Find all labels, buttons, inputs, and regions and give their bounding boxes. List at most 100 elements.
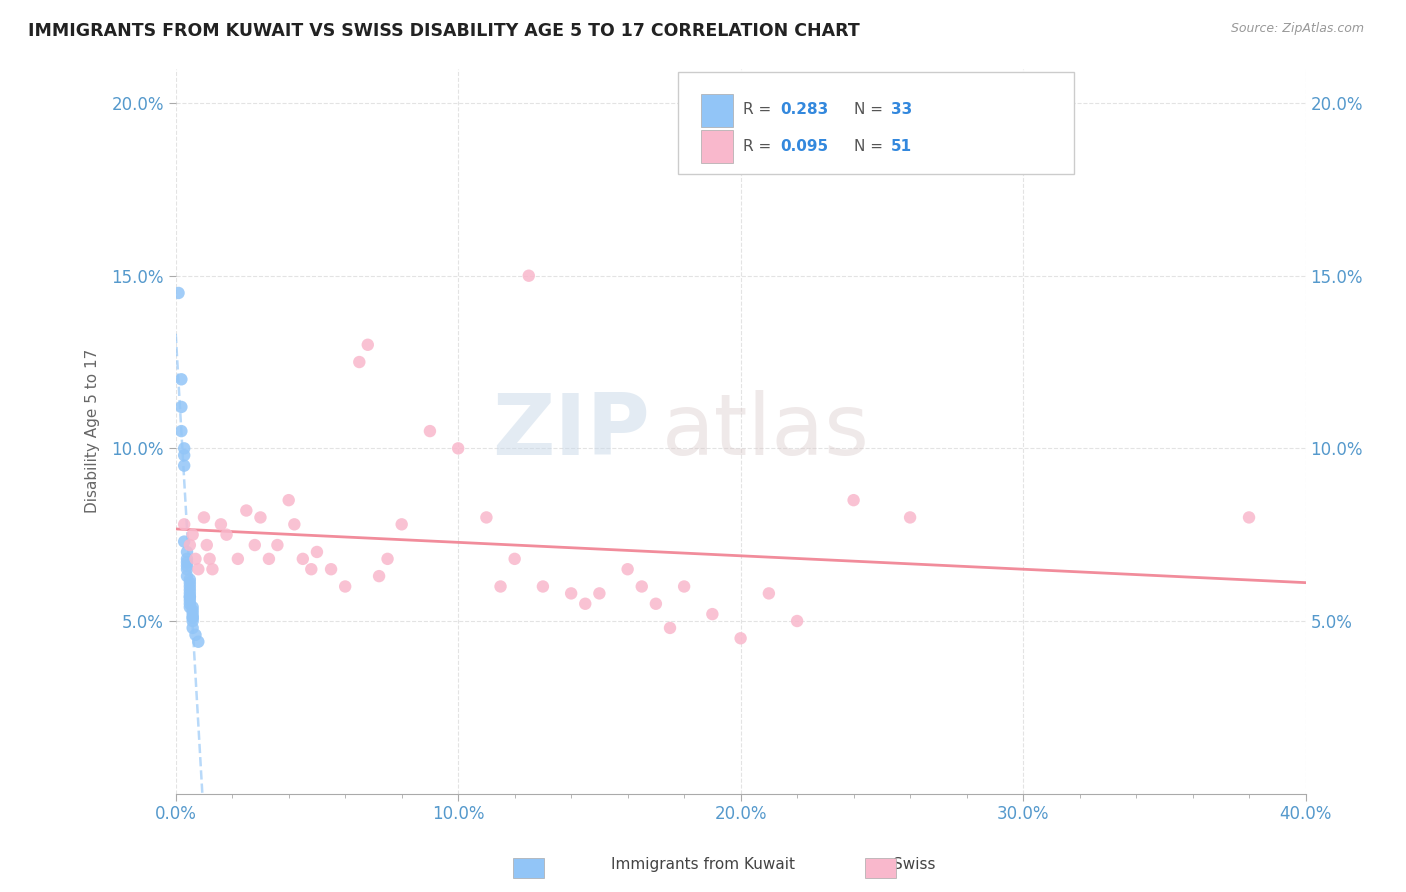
Point <box>357 338 380 352</box>
Point <box>673 579 696 593</box>
Point <box>179 597 201 611</box>
Point <box>179 573 201 587</box>
Point <box>305 545 328 559</box>
Text: Source: ZipAtlas.com: Source: ZipAtlas.com <box>1230 22 1364 36</box>
Text: 0.095: 0.095 <box>780 138 828 153</box>
Point <box>503 552 526 566</box>
Text: Swiss: Swiss <box>893 857 935 872</box>
Point <box>842 493 865 508</box>
Point <box>170 424 193 438</box>
FancyBboxPatch shape <box>679 72 1074 174</box>
Point <box>187 562 209 576</box>
Point <box>560 586 582 600</box>
Point <box>283 517 305 532</box>
Point <box>447 442 470 456</box>
Point <box>898 510 921 524</box>
Point <box>277 493 299 508</box>
FancyBboxPatch shape <box>702 94 733 127</box>
Point <box>201 562 224 576</box>
Text: Immigrants from Kuwait: Immigrants from Kuwait <box>612 857 794 872</box>
Point <box>176 555 198 569</box>
Point <box>179 538 201 552</box>
Point <box>226 552 249 566</box>
Y-axis label: Disability Age 5 to 17: Disability Age 5 to 17 <box>86 349 100 513</box>
Point <box>377 552 399 566</box>
Point <box>179 586 201 600</box>
Point <box>702 607 724 621</box>
Point <box>193 510 215 524</box>
Point <box>489 579 512 593</box>
Point <box>319 562 342 576</box>
Text: R =: R = <box>742 138 776 153</box>
Point <box>630 579 652 593</box>
Point <box>391 517 413 532</box>
Point <box>1237 510 1260 524</box>
Point <box>176 562 198 576</box>
Point <box>170 372 193 386</box>
Point <box>181 621 204 635</box>
Point <box>179 582 201 597</box>
Text: 51: 51 <box>891 138 912 153</box>
Point <box>187 634 209 648</box>
Point <box>588 586 610 600</box>
Point <box>179 593 201 607</box>
Text: ZIP: ZIP <box>492 390 650 473</box>
Point <box>176 545 198 559</box>
Point <box>179 576 201 591</box>
Point <box>179 590 201 604</box>
Point <box>184 628 207 642</box>
Point <box>181 527 204 541</box>
Text: N =: N = <box>853 103 887 118</box>
Point <box>243 538 266 552</box>
Point <box>170 400 193 414</box>
Point <box>176 552 198 566</box>
Point <box>475 510 498 524</box>
Point <box>173 534 195 549</box>
Point <box>644 597 666 611</box>
Point <box>173 448 195 462</box>
Point <box>659 621 682 635</box>
Point <box>574 597 596 611</box>
Point <box>181 607 204 621</box>
Point <box>266 538 288 552</box>
Point <box>173 442 195 456</box>
Point <box>173 458 195 473</box>
Point <box>368 569 391 583</box>
Point <box>176 558 198 573</box>
Point <box>181 610 204 624</box>
Point <box>349 355 371 369</box>
Point <box>176 569 198 583</box>
Point <box>291 552 314 566</box>
Point <box>181 600 204 615</box>
Point <box>184 552 207 566</box>
Point <box>209 517 232 532</box>
Point <box>215 527 238 541</box>
Point <box>730 632 752 646</box>
Point <box>167 285 190 300</box>
Point <box>181 614 204 628</box>
Text: 0.283: 0.283 <box>780 103 828 118</box>
Point <box>195 538 218 552</box>
Point <box>181 610 204 624</box>
FancyBboxPatch shape <box>702 130 733 163</box>
Point <box>181 604 204 618</box>
Point <box>616 562 638 576</box>
Point <box>257 552 280 566</box>
Point <box>173 517 195 532</box>
Point <box>419 424 441 438</box>
Point <box>235 503 257 517</box>
Point <box>249 510 271 524</box>
Text: IMMIGRANTS FROM KUWAIT VS SWISS DISABILITY AGE 5 TO 17 CORRELATION CHART: IMMIGRANTS FROM KUWAIT VS SWISS DISABILI… <box>28 22 860 40</box>
Point <box>786 614 808 628</box>
Text: N =: N = <box>853 138 887 153</box>
Point <box>179 590 201 604</box>
Text: 33: 33 <box>891 103 912 118</box>
Point <box>531 579 554 593</box>
Text: atlas: atlas <box>662 390 869 473</box>
Point <box>758 586 780 600</box>
Text: R =: R = <box>742 103 776 118</box>
Point <box>179 600 201 615</box>
Point <box>179 579 201 593</box>
Point <box>198 552 221 566</box>
Point <box>299 562 322 576</box>
